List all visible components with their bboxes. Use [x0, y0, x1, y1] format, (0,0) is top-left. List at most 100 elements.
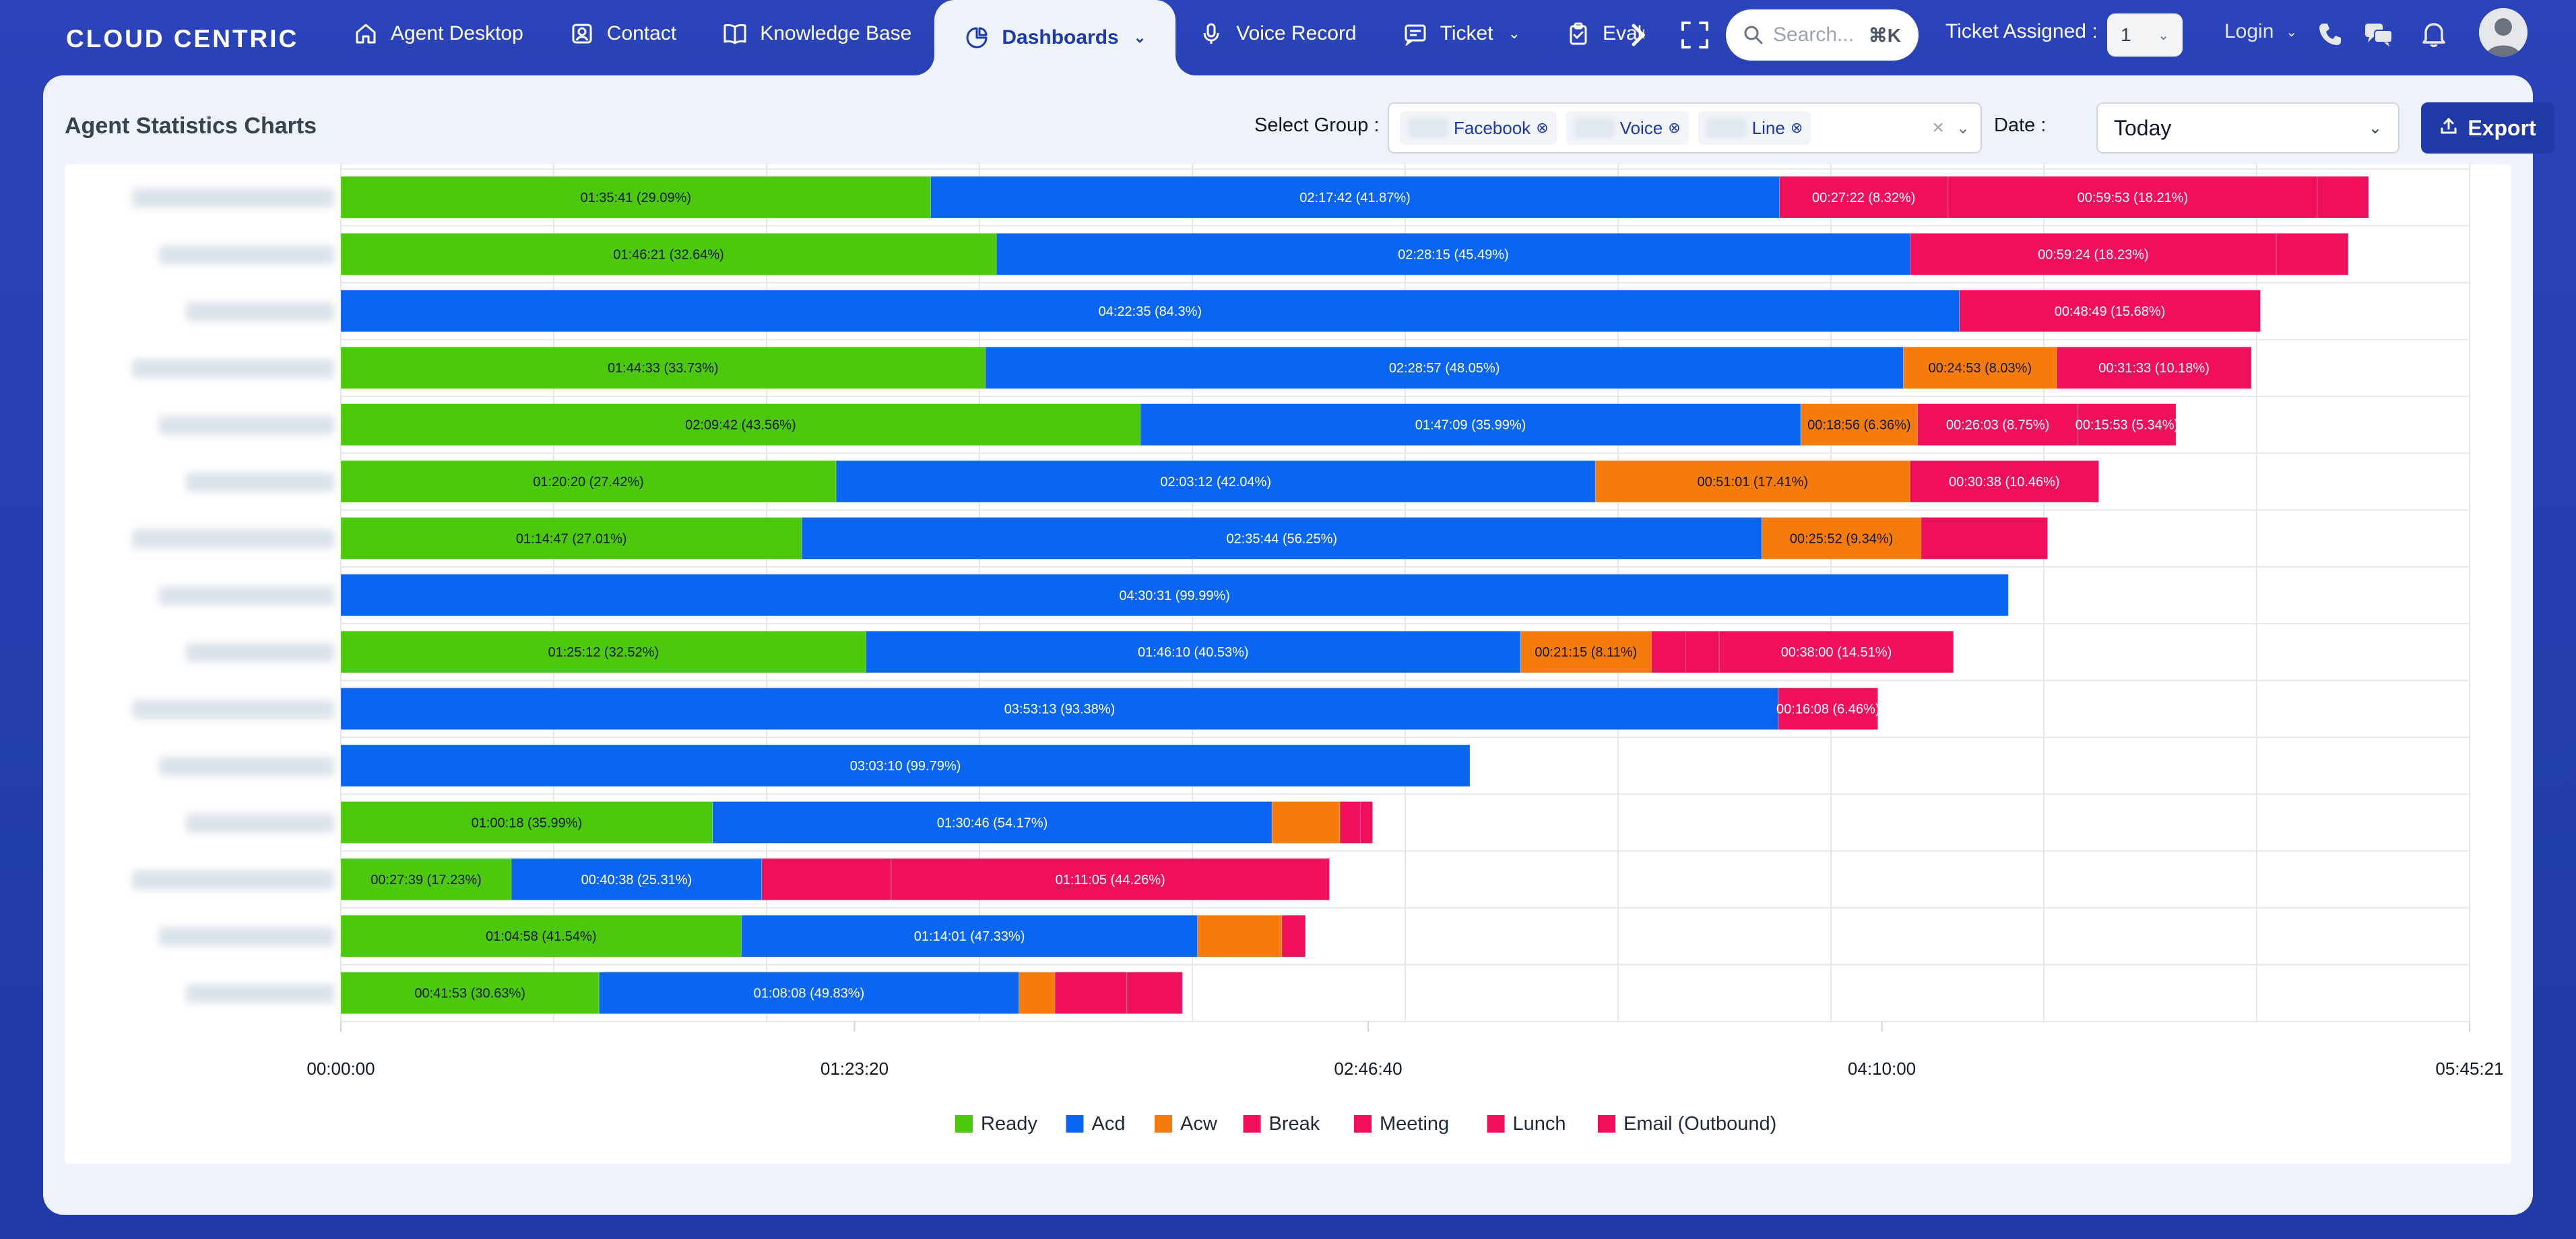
- bar-data-label: 00:59:24 (18.23%): [2038, 247, 2149, 262]
- bar-data-label: 00:18:56 (6.36%): [1807, 418, 1910, 433]
- remove-tag-icon[interactable]: ⊗: [1536, 119, 1549, 136]
- chat-icon[interactable]: [2363, 19, 2394, 50]
- bar-segment-meeting: [1126, 972, 1183, 1015]
- app-logo[interactable]: CLOUD CENTRIC: [66, 24, 298, 54]
- group-tag-prefix: [1706, 118, 1747, 138]
- group-tag-label: Line: [1751, 117, 1785, 138]
- remove-tag-icon[interactable]: ⊗: [1790, 119, 1803, 136]
- legend-item-lunch: Lunch: [1487, 1113, 1566, 1135]
- bar-segment-acd: [598, 972, 1020, 1015]
- agent-name-label: [132, 359, 334, 378]
- nav-item-ticket[interactable]: Ticket ⌄: [1380, 0, 1543, 67]
- bar-data-label: 00:51:01 (17.41%): [1697, 475, 1808, 490]
- chevron-down-icon[interactable]: ⌄: [1956, 119, 1970, 137]
- agent-name-label: [159, 415, 334, 435]
- agent-name-label: [186, 643, 334, 663]
- agent-name-label: [132, 189, 334, 207]
- phone-icon[interactable]: [2315, 19, 2346, 50]
- bar-segment-meeting: [1685, 630, 1720, 673]
- nav-item-dashboards[interactable]: Dashboards ⌄: [934, 0, 1176, 75]
- search-placeholder: Search...: [1773, 24, 1855, 46]
- bar-data-label: 00:27:22 (8.32%): [1812, 191, 1915, 205]
- legend-label: Break: [1269, 1113, 1320, 1135]
- nav-scroll-right-icon[interactable]: [1623, 20, 1653, 50]
- bell-icon[interactable]: [2418, 19, 2449, 50]
- bar-data-label: 00:38:00 (14.51%): [1781, 645, 1892, 660]
- bar-segment-break: [2056, 346, 2252, 389]
- clear-icon[interactable]: ×: [1932, 116, 1944, 139]
- nav-item-label: Contact: [606, 22, 677, 44]
- nav-item-label: Knowledge Base: [760, 22, 912, 44]
- legend-label: Acw: [1180, 1113, 1218, 1135]
- agent-name-label: [159, 927, 334, 947]
- bar-segment-break: [1921, 516, 2049, 560]
- x-axis-tick-label: 00:00:00: [307, 1059, 375, 1079]
- bar-data-label: 04:22:35 (84.3%): [1099, 304, 1202, 319]
- login-label: Login: [2224, 20, 2274, 42]
- bar-data-label: 01:47:09 (35.99%): [1415, 418, 1526, 433]
- legend-swatch: [1243, 1115, 1261, 1133]
- x-axis-tick-label: 04:10:00: [1848, 1059, 1916, 1079]
- home-icon: [353, 21, 379, 46]
- bar-data-label: 00:26:03 (8.75%): [1946, 418, 2049, 433]
- export-button[interactable]: Export: [2421, 102, 2554, 154]
- pie-chart-icon: [964, 25, 990, 51]
- ticket-assigned-select[interactable]: 1 ⌄: [2107, 13, 2183, 57]
- logo-text: CLOUD CENTRIC: [66, 25, 299, 53]
- user-avatar[interactable]: [2479, 8, 2527, 57]
- bar-segment-acd: [740, 914, 1198, 958]
- remove-tag-icon[interactable]: ⊗: [1668, 119, 1681, 136]
- date-value: Today: [2114, 115, 2172, 140]
- main-content: Agent Statistics Charts Select Group : F…: [43, 75, 2554, 1215]
- date-select[interactable]: Today ⌄: [2096, 102, 2400, 154]
- bar-data-label: 01:46:21 (32.64%): [613, 247, 724, 262]
- bar-segment-meeting: [1947, 176, 2318, 219]
- nav-item-agent-desktop[interactable]: Agent Desktop: [330, 0, 546, 67]
- search-shortcut: ⌘K: [1868, 24, 1901, 46]
- bar-data-label: 01:46:10 (40.53%): [1138, 645, 1249, 660]
- bar-segment-acd: [340, 574, 2009, 617]
- login-dropdown[interactable]: Login ⌄: [2224, 20, 2297, 43]
- agent-name-label: [132, 700, 334, 719]
- bar-segment-acw: [1271, 801, 1341, 844]
- nav-item-voice-record[interactable]: Voice Record: [1176, 0, 1379, 67]
- fullscreen-icon[interactable]: [1680, 20, 1710, 50]
- agent-name-label: [159, 245, 334, 265]
- agent-name-label: [186, 813, 334, 833]
- group-multiselect[interactable]: Facebook ⊗ Voice ⊗ Line ⊗ × ⌄: [1388, 102, 1982, 154]
- date-label: Date :: [1994, 114, 2047, 136]
- legend-swatch: [1354, 1115, 1372, 1133]
- bar-segment-acw: [1903, 346, 2057, 389]
- bar-data-label: 00:41:53 (30.63%): [414, 986, 525, 1001]
- bar-segment-acd: [801, 516, 1762, 560]
- bar-segment-break: [1054, 972, 1128, 1015]
- bar-segment-acd: [511, 858, 763, 901]
- agent-name-label: [186, 473, 334, 492]
- select-group-label: Select Group :: [1254, 114, 1380, 136]
- bar-segment-break: [1959, 290, 2261, 333]
- bar-data-label: 00:30:38 (10.46%): [1949, 475, 2060, 490]
- nav-item-contact[interactable]: Contact: [546, 0, 699, 67]
- chevron-down-icon: ⌄: [2158, 28, 2169, 43]
- bar-segment-acd: [1140, 403, 1801, 446]
- bar-segment-acd: [996, 232, 1911, 275]
- chevron-down-icon: ⌄: [1508, 25, 1520, 42]
- nav-item-label: Voice Record: [1236, 22, 1357, 44]
- bar-segment-meeting: [1359, 801, 1373, 844]
- agent-name-label: [132, 870, 334, 890]
- bar-segment-acd: [985, 346, 1904, 389]
- bar-data-label: 03:53:13 (93.38%): [1004, 702, 1116, 717]
- agent-name-label: [159, 586, 334, 605]
- nav-item-knowledge-base[interactable]: Knowledge Base: [699, 0, 934, 67]
- bar-segment-lunch: [1718, 630, 1954, 673]
- bar-segment-ready: [340, 914, 742, 958]
- chevron-down-icon: ⌄: [1133, 29, 1147, 46]
- legend-label: Email (Outbound): [1623, 1113, 1776, 1135]
- contact-icon: [569, 21, 595, 46]
- bar-segment-ready: [340, 232, 997, 275]
- x-axis-tick-label: 02:46:40: [1334, 1059, 1402, 1079]
- legend-item-ready: Ready: [955, 1113, 1037, 1135]
- top-navigation-bar: CLOUD CENTRIC Agent Desktop Contact Knowle…: [0, 0, 2576, 75]
- search-box[interactable]: Search... ⌘K: [1726, 9, 1919, 61]
- bar-data-label: 01:20:20 (27.42%): [533, 475, 644, 490]
